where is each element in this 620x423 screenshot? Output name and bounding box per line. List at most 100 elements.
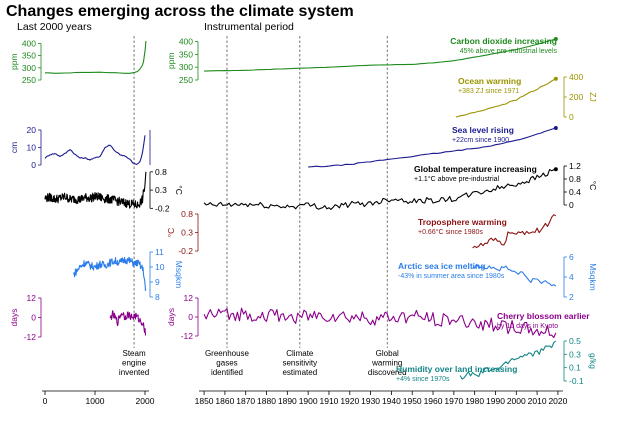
y-tick-label: 0.3 <box>155 185 167 195</box>
event-label: engine <box>122 359 147 368</box>
series-endpoint-temp <box>553 167 558 172</box>
event-label: Steam <box>122 349 145 358</box>
y-axis-label-co2: ppm <box>166 53 176 70</box>
y-tick-label: 0.3 <box>569 349 581 359</box>
series-note-co2: 45% above pre-industrial levels <box>460 48 558 55</box>
x-tick-label: 1930 <box>361 396 380 406</box>
series-line-co2 <box>44 40 147 74</box>
y-axis-label-temp: °C <box>588 181 598 191</box>
y-tick-label: 12 <box>27 293 37 303</box>
event-label: estimated <box>282 368 317 377</box>
x-tick-label: 1860 <box>215 396 234 406</box>
y-tick-label: 350 <box>22 51 36 61</box>
y-tick-label: 8 <box>155 292 160 302</box>
y-tick-label: 20 <box>27 125 37 135</box>
y-tick-label: 400 <box>569 72 583 82</box>
y-axis-label-co2: ppm <box>9 53 19 70</box>
y-tick-label: 9 <box>155 277 160 287</box>
x-tick-label: 1940 <box>382 396 401 406</box>
series-name-tropo: Troposphere warming <box>418 217 507 227</box>
event-label: invented <box>119 368 149 377</box>
y-tick-label: 0 <box>569 200 574 210</box>
series-line-ice <box>472 263 557 287</box>
series-note-tropo: +0.66°C since 1980s <box>418 228 483 236</box>
series-endpoint-sea <box>553 126 558 130</box>
x-tick-label: 1920 <box>340 396 359 406</box>
x-tick-label: 1960 <box>424 396 443 406</box>
y-tick-label: 350 <box>179 49 193 59</box>
series-name-temp: Global temperature increasing <box>414 164 537 174</box>
x-tick-label: 1980 <box>465 396 484 406</box>
y-tick-label: 11 <box>155 247 164 257</box>
y-tick-label: 400 <box>179 37 193 47</box>
series-note-humid: +4% since 1970s <box>396 376 450 383</box>
x-tick-label: 2000 <box>507 396 526 406</box>
y-tick-label: 300 <box>22 63 36 73</box>
series-name-humid: Humidity over land increasing <box>396 364 517 374</box>
series-note-ice: -43% in summer area since 1980s <box>398 273 505 280</box>
y-tick-label: 0.4 <box>569 187 581 197</box>
y-tick-label: 300 <box>179 62 193 72</box>
x-tick-label: 1900 <box>299 396 318 406</box>
y-tick-label: 10 <box>27 143 37 153</box>
x-tick-label: 1850 <box>195 396 214 406</box>
y-tick-label: 12 <box>184 293 194 303</box>
y-tick-label: 1.2 <box>569 161 581 171</box>
event-label: identified <box>211 368 243 377</box>
series-name-ice: Arctic sea ice melting <box>398 261 485 271</box>
y-axis-label-temp: °C <box>174 185 184 195</box>
x-tick-label: 1870 <box>236 396 255 406</box>
y-axis-label-cherry: days <box>9 309 19 327</box>
series-line-co2 <box>204 38 556 72</box>
event-label: sensitivity <box>282 359 317 368</box>
series-line-cherry <box>203 307 557 339</box>
x-tick-label: 1990 <box>486 396 505 406</box>
series-note-cherry: by 10 days in Kyoto <box>497 323 558 330</box>
y-axis-label-cherry: days <box>166 308 176 326</box>
y-axis-label-ice: Msqkm <box>588 263 598 290</box>
y-tick-label: 250 <box>179 75 193 85</box>
event-label: gases <box>216 359 237 368</box>
y-tick-label: 400 <box>22 38 36 48</box>
right-panel: 1850 1860 1870 1880 1890 1900 1910 1920 1930 1940… <box>166 36 598 406</box>
y-tick-label: 0.8 <box>155 167 167 177</box>
y-tick-label: 6 <box>569 252 574 262</box>
y-tick-label: -12 <box>181 331 194 341</box>
event-label: Climate <box>286 349 314 358</box>
y-axis-label-humid: g/kg <box>588 353 598 369</box>
y-tick-label: 0.8 <box>181 209 193 219</box>
y-tick-label: 0 <box>188 312 193 322</box>
y-tick-label: 2 <box>569 292 574 302</box>
x-tick-label: 1880 <box>257 396 276 406</box>
series-note-sea: +22cm since 1900 <box>452 137 509 144</box>
x-tick-label: 1910 <box>320 396 339 406</box>
series-line-temp <box>203 168 556 210</box>
event-label: Global <box>376 349 399 358</box>
y-axis-label-sea: cm <box>9 142 19 153</box>
y-tick-label: 0.8 <box>569 174 581 184</box>
series-endpoint-ocean <box>553 76 558 81</box>
chart-title: Changes emerging across the climate syst… <box>6 3 354 20</box>
left-panel: 0 1000 2000Steamengineinvented400350300250… <box>9 36 184 406</box>
y-axis-label-ice: Msqkm <box>174 261 184 288</box>
y-tick-label: 0 <box>569 112 574 122</box>
y-tick-label: -0.2 <box>178 246 193 256</box>
series-line-sea <box>308 127 556 168</box>
x-tick-label: 1000 <box>86 396 105 406</box>
series-endpoint-co2 <box>553 37 558 41</box>
series-name-ocean: Ocean warming <box>458 76 521 86</box>
series-note-ocean: +383 ZJ since 1971 <box>458 88 519 95</box>
y-axis-label-tropo: °C <box>166 228 176 238</box>
x-tick-label: 1890 <box>278 396 297 406</box>
series-name-cherry: Cherry blossom earlier <box>497 311 590 321</box>
x-tick-label: 0 <box>43 396 48 406</box>
y-tick-label: 0 <box>31 313 36 323</box>
series-line-ocean <box>455 78 557 118</box>
y-tick-label: 250 <box>22 75 36 85</box>
x-tick-label: 1950 <box>403 396 422 406</box>
event-label: warming <box>371 359 402 368</box>
series-name-sea: Sea level rising <box>452 125 514 135</box>
series-line-sea <box>44 135 146 165</box>
y-tick-label: -0.1 <box>569 376 584 386</box>
